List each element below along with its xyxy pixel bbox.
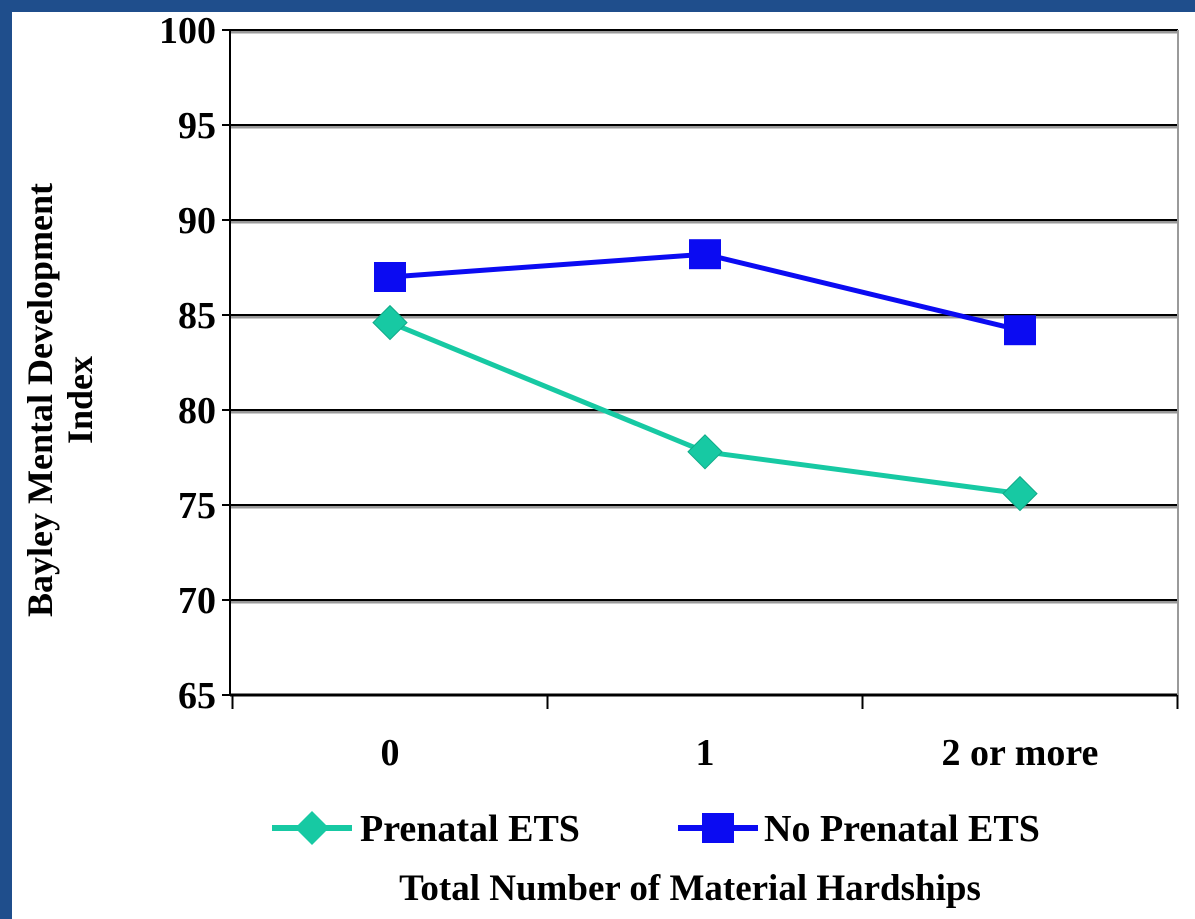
y-tick-label-75: 75	[178, 485, 216, 527]
point-prenatal-ets-2	[1002, 475, 1038, 512]
y-tick-label-70: 70	[178, 580, 216, 622]
x-tick-label-0: 0	[381, 732, 400, 774]
legend-swatch-marker-prenatal-ets	[295, 811, 329, 845]
y-axis-label: Bayley Mental Development Index	[20, 183, 100, 617]
y-tick-labels: 65 70 75 80 85 90 95 100	[159, 10, 216, 717]
point-no-prenatal-ets-0	[374, 262, 406, 292]
y-tick-label-100: 100	[159, 10, 216, 52]
legend-label-no-prenatal-ets: No Prenatal ETS	[764, 808, 1040, 850]
legend-label-prenatal-ets: Prenatal ETS	[360, 808, 580, 850]
point-no-prenatal-ets-2	[1004, 315, 1036, 346]
y-tick-label-65: 65	[178, 675, 216, 717]
legend-item-prenatal-ets: Prenatal ETS	[272, 808, 580, 850]
y-tick-label-90: 90	[178, 200, 216, 242]
x-tick-label-1: 1	[696, 732, 715, 774]
point-prenatal-ets-0	[372, 304, 408, 341]
y-tick-label-95: 95	[178, 105, 216, 147]
y-axis-label-line-1: Bayley Mental Development	[20, 183, 60, 617]
x-tick-labels: 0 1 2 or more	[381, 732, 1099, 774]
legend-item-no-prenatal-ets: No Prenatal ETS	[678, 808, 1040, 850]
legend: Prenatal ETS No Prenatal ETS	[272, 808, 1040, 850]
y-tick-label-80: 80	[178, 390, 216, 432]
series-layer	[372, 239, 1038, 512]
point-prenatal-ets-1	[687, 434, 723, 470]
x-axis-label: Total Number of Material Hardships	[399, 868, 981, 909]
x-tick-label-2: 2 or more	[942, 732, 1099, 774]
point-no-prenatal-ets-1	[689, 239, 721, 270]
axes	[222, 29, 1179, 709]
y-axis-label-line-2: Index	[60, 356, 100, 444]
legend-swatch-marker-no-prenatal-ets	[702, 813, 734, 843]
y-tick-label-85: 85	[178, 295, 216, 337]
